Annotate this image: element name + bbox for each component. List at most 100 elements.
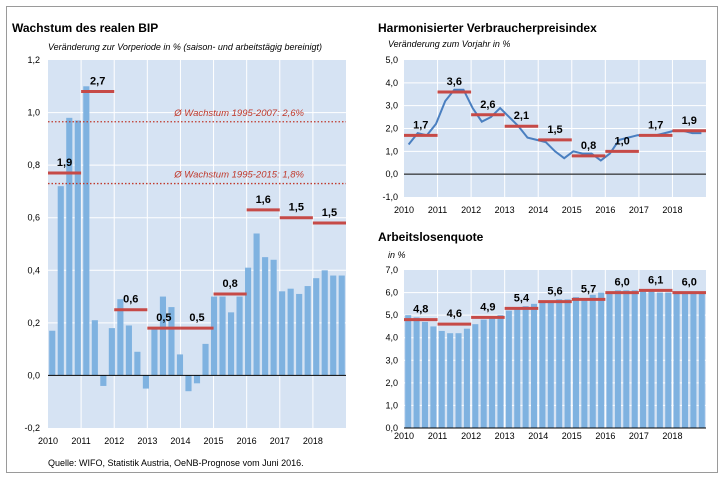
alq-bar [673, 292, 680, 428]
alq-bar [489, 317, 496, 428]
hvpi-subtitle: Veränderung zum Vorjahr in % [388, 39, 510, 49]
hvpi-ytick-label: 4,0 [385, 78, 398, 88]
alq-chart: 7,0 6,0 5,0 4,0 3,0 2,0 1,0 0,0 4,8 4,6 4,9 5,4 5,6 5… [385, 265, 706, 441]
bip-ytick-label: 0,8 [27, 160, 40, 170]
hvpi-annual-label: 1,7 [648, 119, 663, 131]
figure-frame [6, 6, 718, 473]
hvpi-annual-label: 1,5 [547, 124, 562, 136]
bip-bar [202, 343, 209, 376]
alq-xtick-label: 2013 [495, 431, 515, 441]
alq-xtick-label: 2010 [394, 431, 414, 441]
hvpi-ytick-label: -1,0 [382, 192, 398, 202]
bip-bar [159, 296, 167, 376]
bip-bar [253, 233, 260, 376]
alq-bar [623, 290, 630, 428]
bip-bar [134, 351, 141, 376]
hvpi-xtick-label: 2015 [562, 205, 582, 215]
alq-bar [430, 326, 437, 428]
alq-bar [598, 292, 605, 428]
alq-bar [455, 333, 462, 428]
alq-annual-label: 6,1 [648, 274, 663, 286]
bip-annual-label: 1,6 [256, 194, 271, 206]
bip-ytick-label: 1,0 [27, 108, 40, 118]
bip-xtick-label: 2018 [303, 436, 323, 446]
hvpi-annual-label: 1,0 [614, 135, 629, 147]
hvpi-annual-label: 0,8 [581, 140, 596, 152]
bip-bar [313, 278, 320, 376]
hvpi-ytick-label: 1,0 [385, 146, 398, 156]
alq-ytick-label: 6,0 [385, 288, 398, 298]
hvpi-annual-label: 2,1 [514, 110, 529, 122]
alq-bar [547, 301, 554, 428]
bip-bar [304, 286, 311, 376]
alq-bar [514, 308, 521, 428]
hvpi-xtick-label: 2017 [629, 205, 649, 215]
bip-bar [296, 293, 303, 376]
bip-xtick-label: 2015 [204, 436, 224, 446]
bip-bar [83, 86, 90, 376]
bip-annual-label: 0,8 [222, 278, 237, 290]
bip-ytick-label: 0,4 [27, 265, 40, 275]
alq-xtick-label: 2011 [428, 431, 447, 441]
hvpi-annual-label: 3,6 [447, 76, 462, 88]
hvpi-xtick-label: 2011 [428, 205, 447, 215]
hvpi-xtick-label: 2018 [662, 205, 682, 215]
alq-annual-label: 4,9 [480, 301, 495, 313]
hvpi-xtick-label: 2016 [595, 205, 615, 215]
bip-bar [57, 186, 64, 376]
alq-bar [539, 301, 546, 428]
bip-bar [236, 296, 243, 376]
alq-bar [556, 299, 563, 428]
alq-xtick-label: 2014 [528, 431, 548, 441]
hvpi-ytick-label: 3,0 [385, 101, 398, 111]
alq-bar [682, 292, 689, 428]
alq-ytick-label: 2,0 [385, 378, 398, 388]
bip-bar [262, 257, 269, 376]
alq-annual-label: 6,0 [682, 277, 697, 289]
hvpi-ytick-label: 2,0 [385, 124, 398, 134]
hvpi-annual-label: 2,6 [480, 99, 495, 111]
hvpi-ytick-label: 5,0 [385, 55, 398, 65]
alq-bar [665, 292, 672, 428]
alq-ytick-label: 1,0 [385, 400, 398, 410]
alq-bar [413, 317, 420, 428]
alq-annual-label: 4,8 [413, 304, 428, 316]
bip-bar [270, 259, 277, 376]
bip-xtick-label: 2011 [71, 436, 90, 446]
alq-bar [640, 290, 647, 428]
bip-xtick-label: 2010 [38, 436, 58, 446]
alq-bar [480, 319, 487, 428]
bip-bar [74, 120, 81, 376]
bip-bar [219, 296, 226, 376]
alq-xtick-label: 2015 [562, 431, 582, 441]
alq-bar [405, 315, 412, 428]
hvpi-xtick-label: 2010 [394, 205, 414, 215]
alq-bar [656, 292, 663, 428]
hvpi-annual-label: 1,9 [682, 115, 697, 127]
alq-annual-label: 4,6 [447, 308, 462, 320]
hvpi-xtick-label: 2012 [461, 205, 481, 215]
bip-bar [321, 270, 328, 376]
bip-annual-label: 0,5 [189, 312, 204, 324]
alq-ytick-label: 4,0 [385, 333, 398, 343]
bip-title: Wachstum des realen BIP [12, 21, 158, 35]
bip-annual-label: 2,7 [90, 76, 105, 88]
hvpi-ytick-label: 0,0 [385, 169, 398, 179]
hvpi-annual-label: 1,7 [413, 119, 428, 131]
bip-bar [210, 296, 218, 376]
alq-title: Arbeitslosenquote [378, 230, 484, 244]
bip-annual-label: 1,5 [322, 207, 337, 219]
bip-xtick-label: 2017 [270, 436, 290, 446]
alq-annual-label: 5,6 [547, 286, 562, 298]
alq-bar [497, 315, 504, 428]
alq-xtick-label: 2012 [461, 431, 481, 441]
bip-xtick-label: 2012 [104, 436, 124, 446]
alq-bar [690, 292, 697, 428]
alq-xtick-label: 2016 [595, 431, 615, 441]
bip-bar [100, 375, 107, 386]
bip-bar [287, 288, 294, 376]
alq-ytick-label: 0,0 [385, 423, 398, 433]
bip-ytick-label: 0,6 [27, 213, 40, 223]
alq-bar [581, 299, 588, 428]
